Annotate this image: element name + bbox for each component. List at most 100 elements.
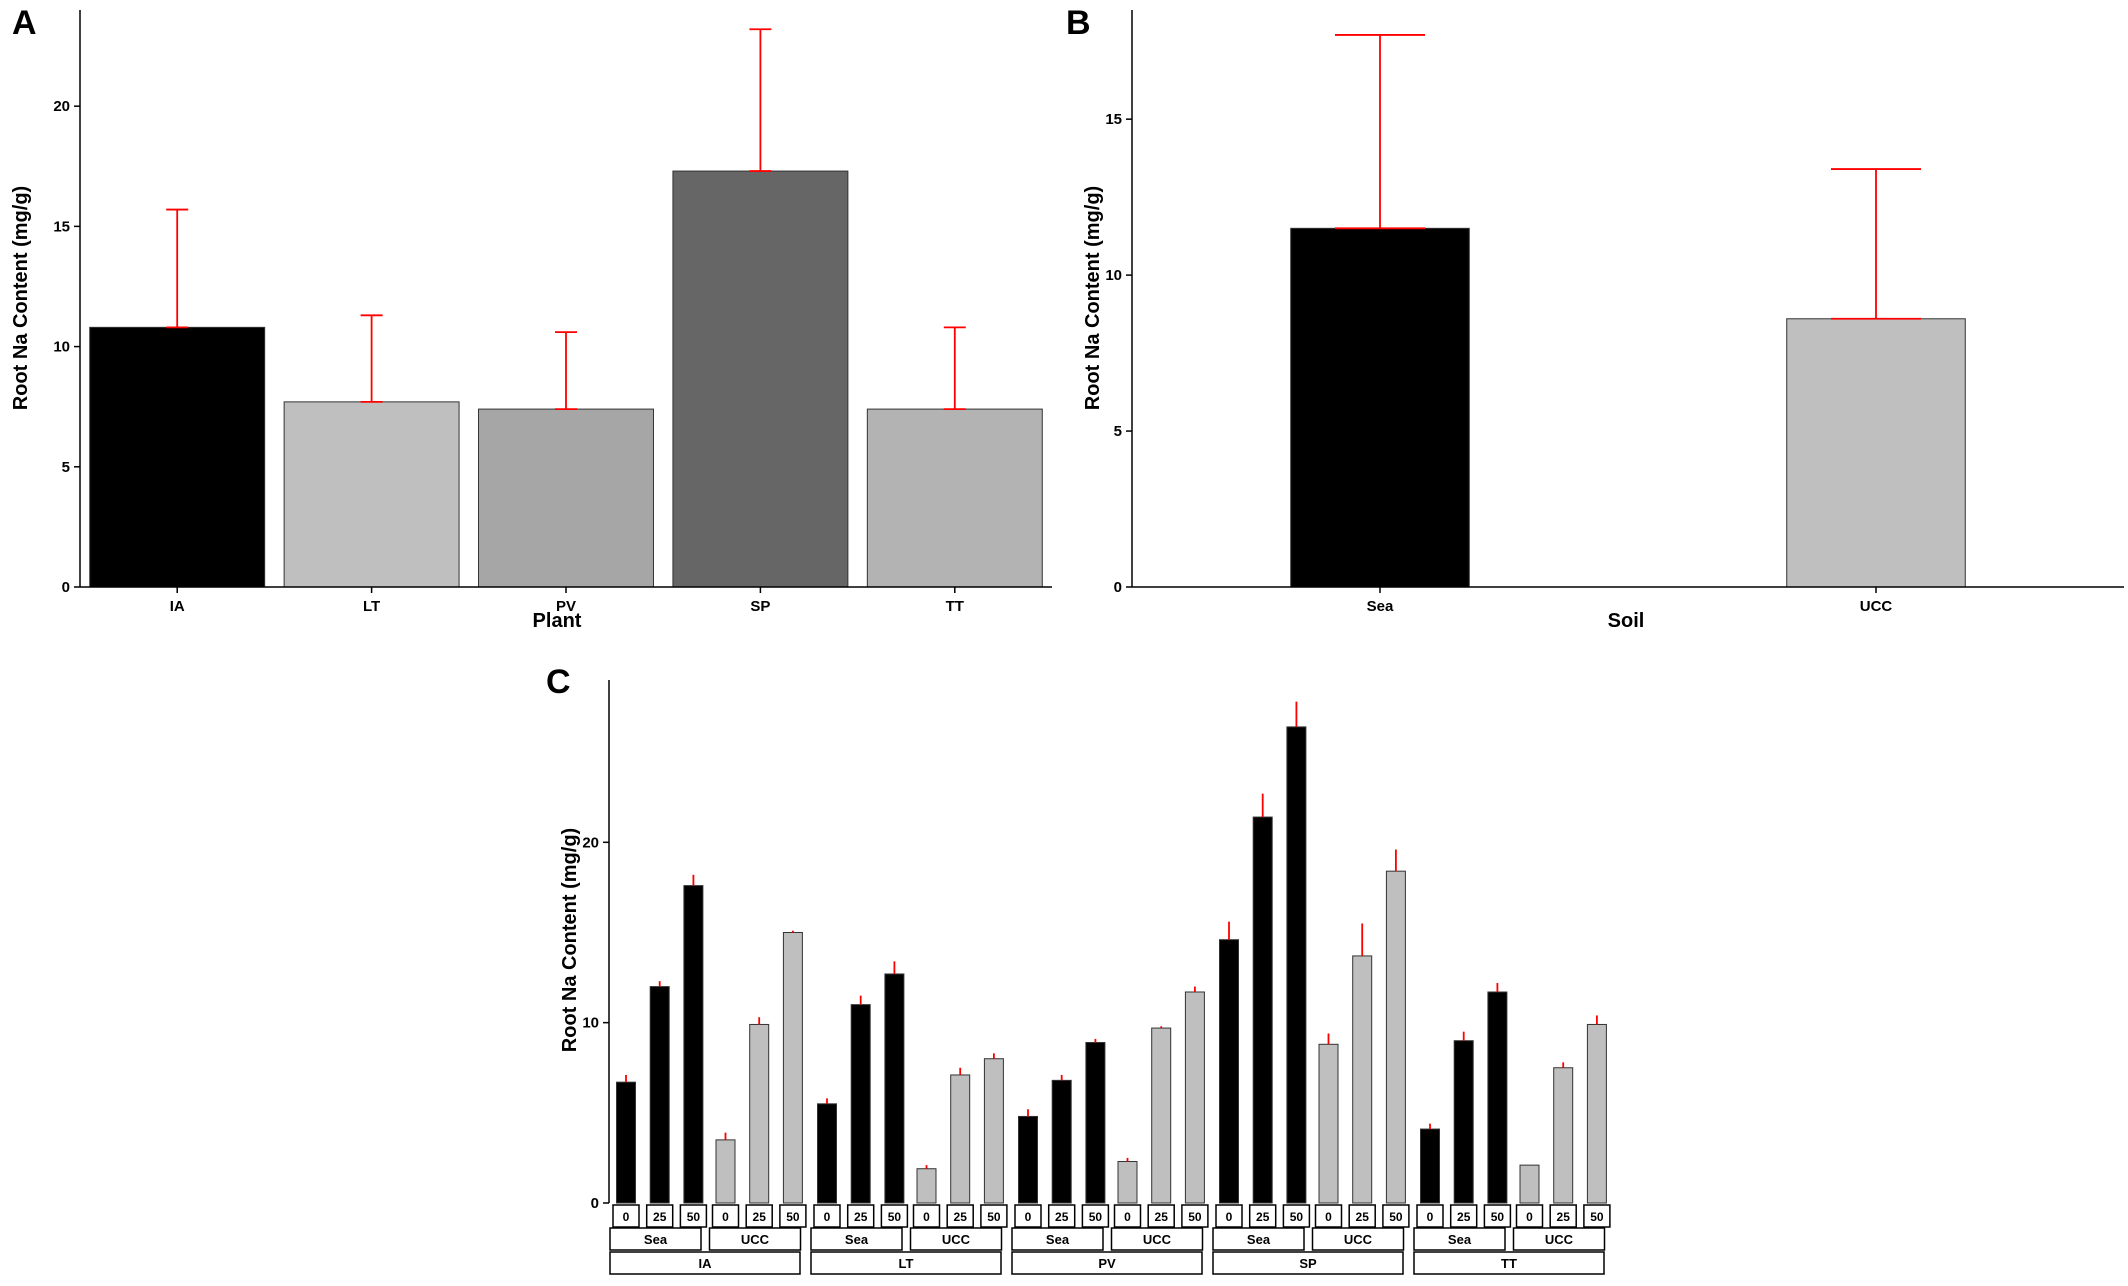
y-tick-label: 15 — [53, 218, 70, 235]
bar-sp-sea-0 — [1219, 939, 1239, 1204]
panel-a-x-ticks: IA LT PV SP TT — [170, 587, 964, 615]
bar-ia-ucc-0 — [715, 1139, 736, 1204]
bar-lt-sea-0 — [817, 1103, 837, 1204]
strip-dose-label: 0 — [623, 1210, 630, 1224]
strip-soil-label: UCC — [1545, 1232, 1574, 1247]
strip-dose-box — [1449, 1204, 1478, 1228]
strip-dose-label: 50 — [1089, 1210, 1103, 1224]
bar-pv-ucc-0 — [1117, 1161, 1138, 1204]
strip-soil-label: UCC — [942, 1232, 971, 1247]
bar-sp-sea-50 — [1286, 726, 1307, 1204]
bar-ia-ucc-25 — [749, 1023, 770, 1204]
strip-dose-box — [1515, 1204, 1544, 1228]
strip-dose-box — [711, 1204, 740, 1228]
strip-dose-label: 50 — [1491, 1210, 1505, 1224]
strip-dose-label: 50 — [1290, 1210, 1304, 1224]
strip-soil-label: UCC — [1344, 1232, 1373, 1247]
error-bar-sp — [749, 28, 772, 172]
strip-dose-box — [779, 1204, 807, 1228]
strip-soil-box — [1110, 1227, 1204, 1251]
panel-c-strip-labels: Sea 0 25 50 UCC 0 25 50 IA Sea 0 25 50 UCC 0 25 50 LT Sea 0… — [609, 1204, 1611, 1275]
strip-dose-label: 25 — [1356, 1210, 1370, 1224]
y-tick-label: 5 — [1114, 423, 1122, 440]
strip-dose-label: 50 — [987, 1210, 1001, 1224]
error-bar-ia — [166, 208, 189, 329]
strip-dose-box — [745, 1204, 773, 1228]
panel-a-letter: A — [12, 4, 37, 42]
panel-b-letter: B — [1066, 4, 1091, 42]
panel-b-x-axis-title: Soil — [1608, 610, 1645, 632]
strip-plant-label-ia: IA — [699, 1256, 713, 1271]
strip-dose-label: 25 — [1557, 1210, 1571, 1224]
strip-dose-label: 0 — [1124, 1210, 1131, 1224]
strip-dose-box — [1483, 1204, 1512, 1228]
strip-dose-box — [1348, 1204, 1376, 1228]
y-tick-label: 10 — [53, 339, 70, 356]
strip-dose-box — [612, 1204, 640, 1228]
y-tick-label: 10 — [582, 1015, 599, 1032]
bar-pv-sea-25 — [1051, 1079, 1072, 1204]
panel-b-y-ticks: 0 5 10 15 — [1105, 111, 1132, 596]
strip-dose-box — [980, 1204, 1008, 1228]
bar-sp-ucc-50 — [1385, 870, 1406, 1204]
panel-c-y-ticks: 0 10 20 — [582, 834, 609, 1212]
error-bar-pv — [555, 331, 577, 410]
bar-pv-ucc-50 — [1184, 991, 1205, 1204]
bar-lt-ucc-0 — [916, 1168, 937, 1204]
x-tick-label-ia: IA — [170, 598, 185, 615]
strip-soil-box — [1311, 1227, 1405, 1251]
x-tick-label-sea: Sea — [1367, 598, 1394, 615]
strip-dose-box — [1181, 1204, 1209, 1228]
strip-plant-label-tt: TT — [1501, 1256, 1517, 1271]
bar-lt-sea-50 — [884, 973, 905, 1204]
bar-ia-ucc-50 — [782, 931, 803, 1204]
strip-dose-box — [1047, 1204, 1076, 1228]
panel-c-bars — [616, 726, 1607, 1204]
strip-plant-label-lt: LT — [899, 1256, 914, 1271]
bar-ia-sea-50 — [683, 885, 704, 1204]
strip-soil-box — [609, 1227, 702, 1251]
strip-dose-box — [946, 1204, 974, 1228]
strip-dose-label: 0 — [1325, 1210, 1332, 1224]
x-tick-label-lt: LT — [363, 598, 380, 615]
error-bar-ucc — [1831, 168, 1921, 320]
strip-dose-label: 0 — [923, 1210, 930, 1224]
strip-dose-label: 25 — [753, 1210, 767, 1224]
strip-plant-box — [1011, 1251, 1203, 1275]
strip-plant-box — [810, 1251, 1002, 1275]
bar-lt-ucc-50 — [983, 1058, 1004, 1204]
strip-dose-box — [1147, 1204, 1175, 1228]
strip-soil-box — [1011, 1227, 1104, 1251]
strip-dose-label: 25 — [854, 1210, 868, 1224]
panel-c-letter: C — [546, 663, 571, 701]
strip-soil-label: Sea — [1448, 1232, 1472, 1247]
bar-sea — [1290, 227, 1470, 588]
bar-tt — [866, 408, 1043, 588]
error-bar-sea — [1335, 34, 1425, 230]
strip-dose-box — [1282, 1204, 1311, 1228]
bar-sp-sea-25 — [1252, 816, 1273, 1204]
strip-soil-label: UCC — [1143, 1232, 1172, 1247]
strip-dose-label: 25 — [1055, 1210, 1069, 1224]
strip-dose-box — [1248, 1204, 1277, 1228]
error-bar-tt — [943, 326, 966, 410]
strip-soil-label: UCC — [741, 1232, 770, 1247]
y-tick-label: 0 — [591, 1195, 599, 1212]
strip-dose-box — [1215, 1204, 1243, 1228]
panel-c-error-bars — [625, 701, 1598, 1169]
strip-dose-box — [846, 1204, 875, 1228]
strip-dose-box — [1416, 1204, 1444, 1228]
strip-dose-label: 50 — [1590, 1210, 1604, 1224]
bar-tt-ucc-0 — [1519, 1164, 1540, 1204]
y-tick-label: 20 — [53, 98, 70, 115]
bar-sp-ucc-25 — [1352, 955, 1373, 1204]
strip-dose-label: 0 — [722, 1210, 729, 1224]
bar-tt-sea-50 — [1487, 991, 1508, 1204]
strip-dose-label: 0 — [1427, 1210, 1434, 1224]
strip-dose-box — [1081, 1204, 1110, 1228]
strip-soil-box — [1512, 1227, 1606, 1251]
bar-ia — [89, 326, 266, 588]
strip-dose-label: 50 — [888, 1210, 902, 1224]
x-tick-label-ucc: UCC — [1860, 598, 1893, 615]
